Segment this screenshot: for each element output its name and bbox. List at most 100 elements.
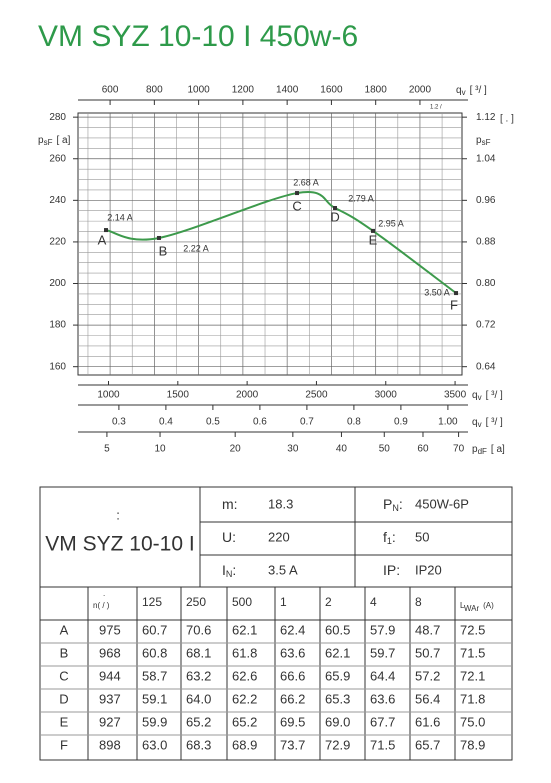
row-label: F — [60, 737, 68, 752]
row-label: E — [60, 714, 69, 729]
x-tick-label: 600 — [102, 85, 119, 96]
x-tick-label: 20 — [230, 444, 242, 455]
column-header-sub: WAr — [464, 604, 480, 613]
table-cell: 975 — [99, 622, 121, 637]
point — [104, 228, 109, 233]
x-tick-label: 50 — [379, 444, 391, 455]
x-tick-label: 1000 — [97, 390, 120, 401]
y-axis-label-main: p — [38, 135, 44, 146]
table-cell: 927 — [99, 714, 121, 729]
x-tick-label: 1500 — [167, 390, 190, 401]
y2-tick-label: 0.80 — [476, 278, 496, 289]
y-tick-label: 260 — [49, 153, 66, 164]
point — [156, 235, 161, 240]
table-cell: 65.7 — [415, 737, 440, 752]
spec-value: 18.3 — [268, 496, 293, 511]
x-tick-label: 0.7 — [300, 417, 314, 428]
x-tick-label: 1.00 — [438, 417, 458, 428]
x-tick-label: 0.8 — [347, 417, 361, 428]
x-tick-label: 800 — [146, 85, 163, 96]
table-cell: 58.7 — [142, 668, 167, 683]
table-cell: 69.0 — [325, 714, 350, 729]
table-cell: 72.5 — [460, 622, 485, 637]
current-label: 2.68 A — [293, 177, 319, 187]
column-header: 4 — [370, 595, 377, 609]
table-cell: 66.6 — [280, 668, 305, 683]
table-cell: 56.4 — [415, 691, 440, 706]
row-label: B — [60, 645, 69, 660]
table-cell: 65.2 — [186, 714, 211, 729]
x-axis-label-sub: v — [478, 393, 482, 402]
table-cell: 898 — [99, 737, 121, 752]
spec-label: m: — [222, 496, 238, 512]
y2-axis-label: psF — [476, 135, 491, 147]
table-cell: 60.8 — [142, 645, 167, 660]
x-tick-label: 70 — [453, 444, 465, 455]
table-cell: 63.6 — [370, 691, 395, 706]
spec-label: U: — [222, 529, 236, 545]
table-cell: 66.2 — [280, 691, 305, 706]
x-tick-label: 0.9 — [394, 417, 408, 428]
spec-label-label: m: — [222, 496, 238, 512]
chart-title: VM SYZ 10-10 I 450w-6 — [38, 20, 358, 53]
x-tick-label: 1400 — [276, 85, 299, 96]
x-tick-label: 1600 — [320, 85, 343, 96]
column-header-main: n( / ) — [93, 601, 110, 610]
row-label: D — [59, 691, 68, 706]
table-cell: 61.8 — [232, 645, 257, 660]
table-cell: 48.7 — [415, 622, 440, 637]
spec-label-label: IP: — [383, 562, 400, 578]
table-cell: 64.4 — [370, 668, 395, 683]
spec-label: IN: — [222, 562, 236, 580]
column-header-main: L — [460, 601, 465, 610]
table-cell: 59.1 — [142, 691, 167, 706]
x-tick-label: 0.3 — [112, 417, 126, 428]
spec-label-sub: N — [226, 569, 233, 579]
table-cell: 59.9 — [142, 714, 167, 729]
table-cell: 65.9 — [325, 668, 350, 683]
x-axis-label-sub: v — [462, 88, 466, 97]
x-axis-label-unit: [ a] — [491, 444, 505, 455]
table-cell: 71.5 — [460, 645, 485, 660]
table-cell: 78.9 — [460, 737, 485, 752]
row-label: C — [59, 668, 68, 683]
table-cell: 71.8 — [460, 691, 485, 706]
x-tick-label: 40 — [336, 444, 348, 455]
table-cell: 62.4 — [280, 622, 305, 637]
spec-value: 450W-6P — [415, 496, 469, 511]
table-cell: 64.0 — [186, 691, 211, 706]
point-label: B — [159, 243, 168, 258]
table-cell: 75.0 — [460, 714, 485, 729]
point-label: D — [330, 209, 339, 224]
table-cell: 62.2 — [232, 691, 257, 706]
y2-tick-label: 0.96 — [476, 195, 496, 206]
table-cell: 65.3 — [325, 691, 350, 706]
row-label: A — [60, 622, 69, 637]
spec-label: f1: — [383, 529, 396, 547]
table-cell: 60.7 — [142, 622, 167, 637]
current-label: 2.22 A — [183, 243, 209, 253]
table-cell: 73.7 — [280, 737, 305, 752]
table-cell: 70.6 — [186, 622, 211, 637]
x-tick-label: 60 — [417, 444, 429, 455]
spec-label-sub: N — [392, 503, 399, 513]
spec-value: 220 — [268, 529, 290, 544]
table-cell: 50.7 — [415, 645, 440, 660]
spec-label-suffix: : — [399, 496, 403, 512]
x-tick-label: 5 — [104, 444, 110, 455]
y-tick-label: 280 — [49, 112, 66, 123]
table-cell: 60.5 — [325, 622, 350, 637]
y2-tick-label: 0.88 — [476, 237, 496, 248]
x-axis-label-sub: dF — [478, 447, 487, 456]
table-cell: 63.6 — [280, 645, 305, 660]
x-axis-label: qv [ ³/ ] — [456, 85, 487, 97]
x-tick-label: 30 — [287, 444, 299, 455]
column-header: 500 — [232, 595, 252, 609]
column-header: LWAr (A) — [460, 601, 494, 613]
x-tick-label: 2000 — [236, 390, 259, 401]
table-cell: 62.1 — [325, 645, 350, 660]
model-name: VM SYZ 10-10 I — [45, 533, 194, 556]
table-cell: 68.3 — [186, 737, 211, 752]
table-cell: 968 — [99, 645, 121, 660]
y-axis-label-unit: [ a] — [56, 135, 70, 146]
